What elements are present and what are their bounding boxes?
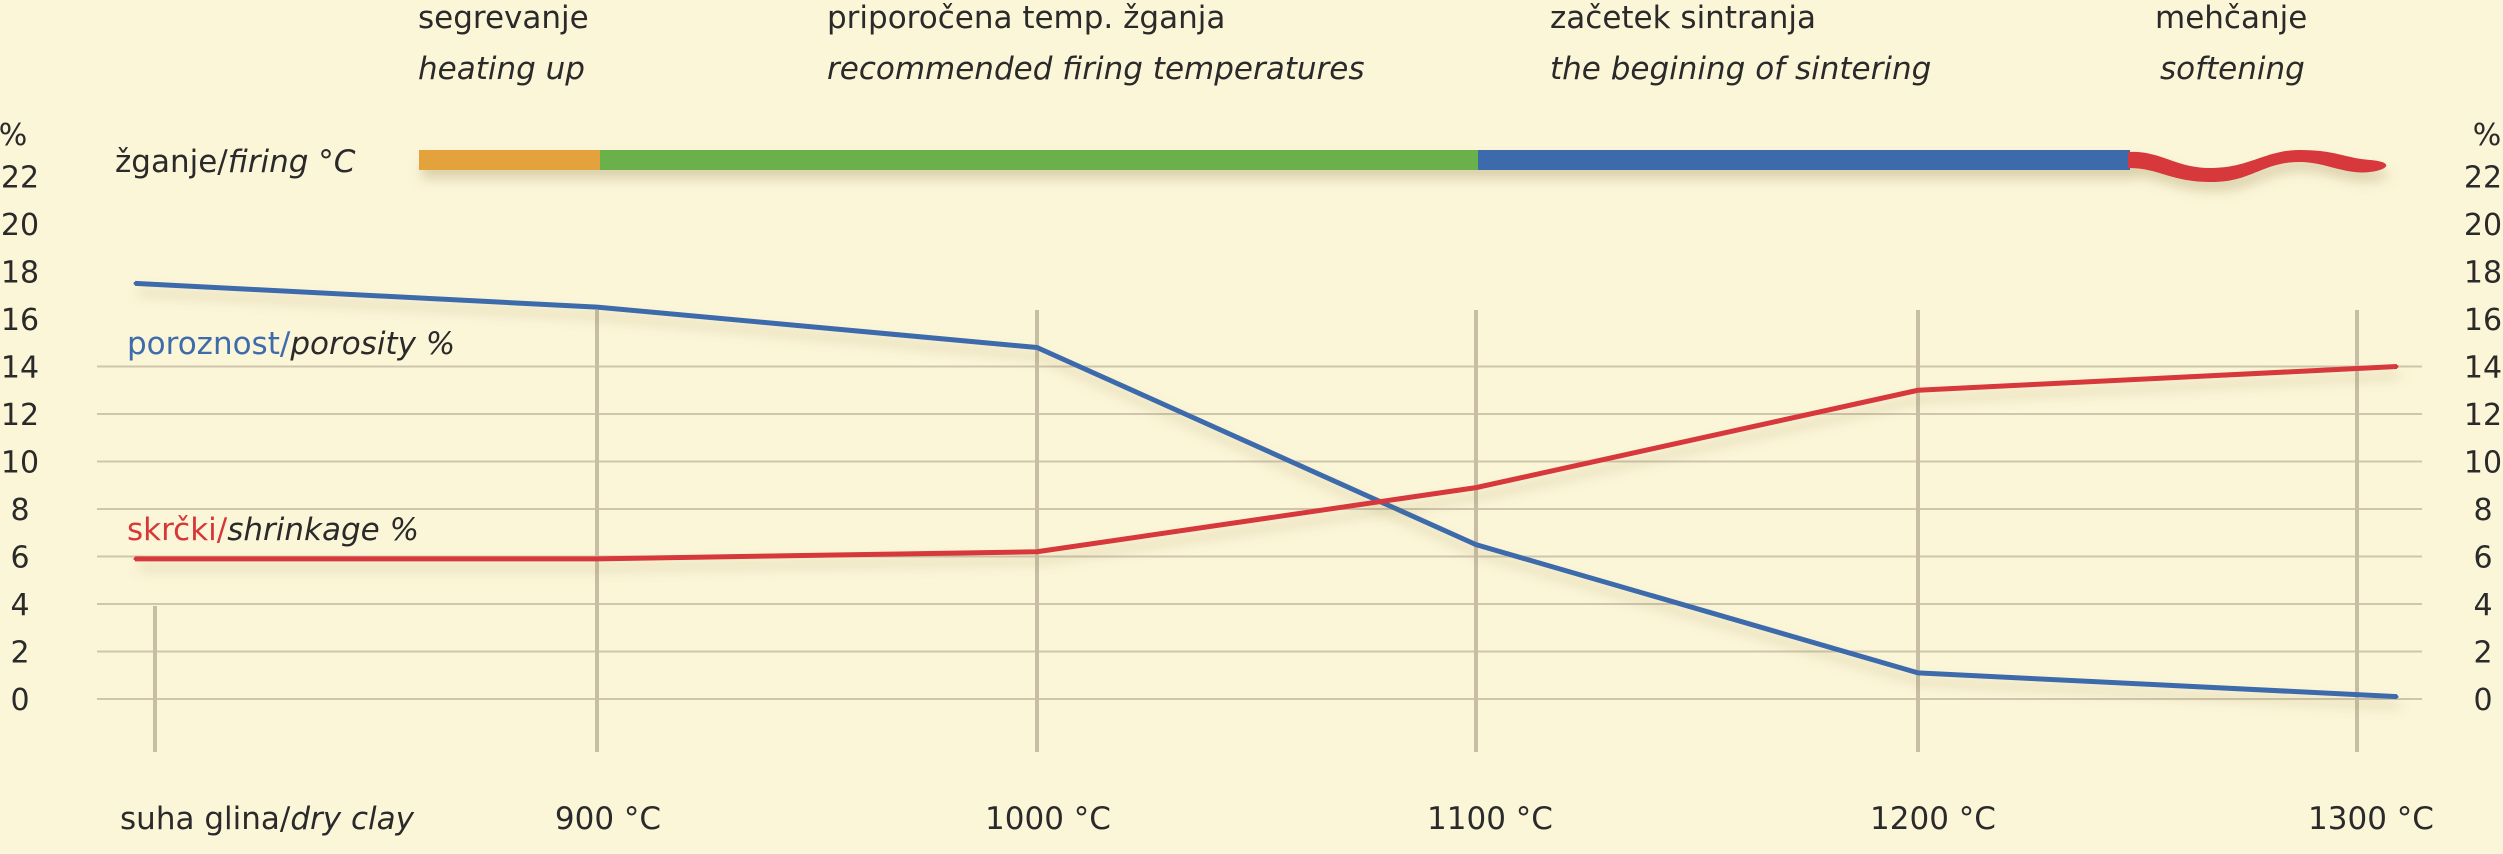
y-tick-left: 14 xyxy=(1,351,39,386)
stage-label: mehčanje xyxy=(2155,0,2307,36)
y-tick-right: 16 xyxy=(2464,303,2502,338)
stage-label-en: softening xyxy=(2160,51,2305,87)
series-line-0 xyxy=(134,280,2398,700)
y-tick-right: 18 xyxy=(2464,256,2502,291)
stage-label-en: recommended firing temperatures xyxy=(827,51,1364,87)
data-point-0-1 xyxy=(595,305,599,309)
series-line-1 xyxy=(135,364,2398,562)
stage-label-en: heating up xyxy=(418,51,585,87)
stage-label-en: the begining of sintering xyxy=(1550,51,1931,87)
stage-label: začetek sintranja xyxy=(1550,0,1816,36)
data-point-1-1 xyxy=(595,557,599,561)
x-tick-label: suha glina/dry clay xyxy=(120,801,415,837)
stage-bar-0 xyxy=(419,150,600,170)
data-point-1-3 xyxy=(1474,486,1478,490)
y-tick-left: 22 xyxy=(1,161,39,196)
stage-bar-1 xyxy=(600,150,1478,170)
x-tick-label: 1100 °C xyxy=(1427,801,1553,837)
y-tick-left: 18 xyxy=(1,256,39,291)
y-tick-left: 6 xyxy=(10,541,29,576)
y-tick-left: 12 xyxy=(1,398,39,433)
stage-label: priporočena temp. žganja xyxy=(827,0,1225,36)
data-point-0-3 xyxy=(1474,543,1478,547)
data-point-0-5 xyxy=(2395,695,2399,699)
x-tick-label: 900 °C xyxy=(555,801,661,837)
x-tick-label: 1300 °C xyxy=(2308,801,2434,837)
y-tick-right: 10 xyxy=(2464,446,2502,481)
y-tick-left: 10 xyxy=(1,446,39,481)
y-tick-left: 2 xyxy=(10,636,29,671)
y-tick-right: 20 xyxy=(2464,208,2502,243)
series-label-0: poroznost/porosity % xyxy=(127,326,455,362)
data-point-1-2 xyxy=(1035,550,1039,554)
y-tick-right: 14 xyxy=(2464,351,2502,386)
y-tick-left: 16 xyxy=(1,303,39,338)
y-tick-right: 8 xyxy=(2473,493,2492,528)
series-label-1: skrčki/shrinkage % xyxy=(127,512,419,548)
y-tick-left: 20 xyxy=(1,208,39,243)
stage-bar-3 xyxy=(2128,150,2387,182)
stage-label: segrevanje xyxy=(418,0,589,36)
y-tick-right: 4 xyxy=(2473,588,2492,623)
y-tick-right: 6 xyxy=(2473,541,2492,576)
y-tick-left: 8 xyxy=(10,493,29,528)
data-point-1-5 xyxy=(2395,365,2399,368)
y-unit-left: % xyxy=(0,118,27,153)
data-point-0-2 xyxy=(1035,346,1039,349)
y-tick-right: 0 xyxy=(2473,683,2492,718)
stage-bar-2 xyxy=(1478,150,2130,170)
y-tick-right: 22 xyxy=(2464,161,2502,196)
y-tick-right: 12 xyxy=(2464,398,2502,433)
y-unit-right: % xyxy=(2473,118,2502,153)
y-tick-left: 4 xyxy=(10,588,29,623)
data-point-0-0 xyxy=(133,281,137,285)
stage-bar xyxy=(419,150,2387,182)
x-tick-label: 1200 °C xyxy=(1870,801,1996,837)
data-point-0-4 xyxy=(1916,671,1920,675)
firing-label: žganje/firing °C xyxy=(115,144,356,180)
data-point-1-0 xyxy=(133,557,137,561)
y-tick-left: 0 xyxy=(10,683,29,718)
y-tick-right: 2 xyxy=(2473,636,2492,671)
x-tick-label: 1000 °C xyxy=(985,801,1111,837)
data-point-1-4 xyxy=(1916,388,1920,392)
